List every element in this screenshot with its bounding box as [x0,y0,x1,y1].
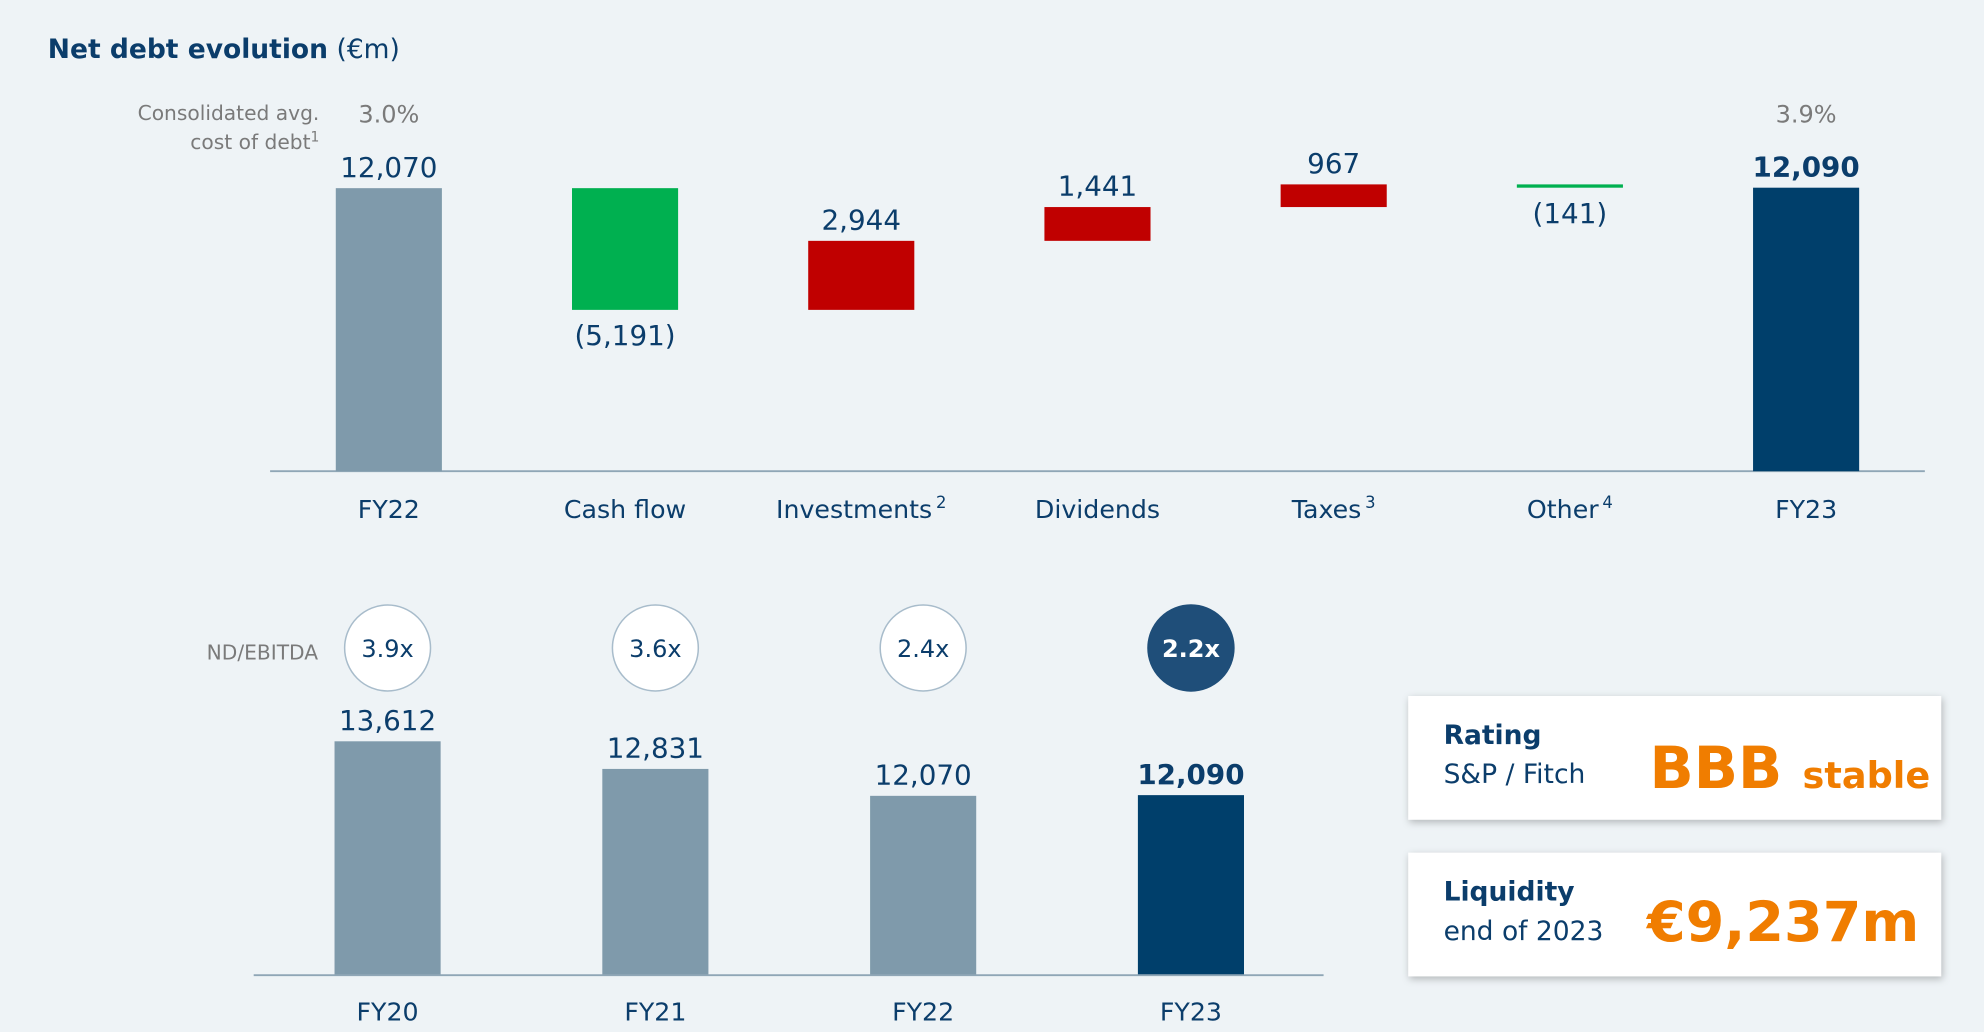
value-label: (141) [1533,197,1608,230]
bar [1516,184,1623,188]
bar [334,741,441,976]
card-subtitle: S&P / Fitch [1444,759,1586,790]
bar [1044,207,1151,241]
bar [870,795,977,976]
cost-of-debt-value: 3.0% [358,101,419,129]
x-tick-label: Cash flow [564,495,686,524]
title-text: Net debt evolution [48,34,328,65]
bar [335,188,442,472]
rating: BBB [1649,734,1782,802]
ratio-badge [1147,604,1235,692]
footnote: 1 [311,129,320,145]
rating-card: Rating S&P / Fitch BBB stable [1408,696,1942,820]
annotation: cost of debt1 [190,129,319,154]
card-title: Liquidity [1444,877,1575,908]
card [1408,852,1942,977]
category: Other [1527,495,1599,524]
ratio-badge [879,604,967,692]
liquidity-card: Liquidity end of 2023 €9,237m [1408,852,1942,977]
cost-of-debt-value: 3.9% [1776,101,1837,129]
bar [572,188,679,310]
card [1408,696,1942,820]
value-label: 2,944 [822,203,902,236]
value-label: 13,612 [339,704,436,737]
annotation-text: cost of debt [190,130,310,154]
value-label: (5,191) [574,319,675,352]
x-tick-label: Taxes 3 [1291,493,1376,524]
category: Dividends [1035,495,1160,524]
category: FY23 [1775,495,1837,524]
value-label: 967 [1307,147,1360,180]
x-tick-label: Investments 2 [776,493,946,524]
x-tick-label: Other 4 [1527,493,1613,524]
footnote: 4 [1602,493,1612,512]
category: Taxes [1291,495,1362,524]
value-label: 12,070 [875,758,972,791]
x-tick-label: FY22 [892,998,954,1027]
value-label: 12,090 [1753,150,1860,183]
x-tick-label: FY23 [1160,998,1222,1027]
bar [1753,187,1860,472]
x-tick-label: FY23 [1775,495,1837,524]
ratio-badge [343,604,432,692]
ratio-value: 3.9x [361,635,413,663]
x-tick-label: FY22 [358,495,420,524]
ratio-value: 2.2x [1162,635,1221,663]
bar [808,240,915,310]
x-tick-label: Dividends [1035,495,1160,524]
value-label: 1,441 [1058,170,1138,203]
bar [1280,184,1387,208]
value-label: 12,090 [1137,758,1244,791]
ratio-label: ND/EBITDA [207,640,319,664]
category: Investments [776,495,932,524]
bar [1137,795,1244,976]
annotation: Consolidated avg. [138,101,320,125]
category: FY22 [358,495,420,524]
ratio-value: 3.6x [629,635,681,663]
bar [602,768,709,976]
ratio-value: 2.4x [897,635,949,663]
value-label: 12,831 [607,732,704,765]
card-value: BBB stable [1649,734,1930,802]
ratio-badge [611,604,700,692]
footnote: 2 [936,493,946,512]
value-label: 12,070 [340,151,437,184]
card-value: €9,237m [1645,890,1919,955]
footnote: 3 [1365,493,1375,512]
title-unit: (€m) [336,34,399,65]
x-tick-label: FY20 [357,998,419,1027]
x-tick-label: FY21 [624,998,686,1027]
outlook: stable [1803,754,1931,797]
card-subtitle: end of 2023 [1444,916,1604,947]
card-title: Rating [1444,720,1542,751]
title: Net debt evolution (€m) [48,34,400,65]
category: Cash flow [564,495,686,524]
